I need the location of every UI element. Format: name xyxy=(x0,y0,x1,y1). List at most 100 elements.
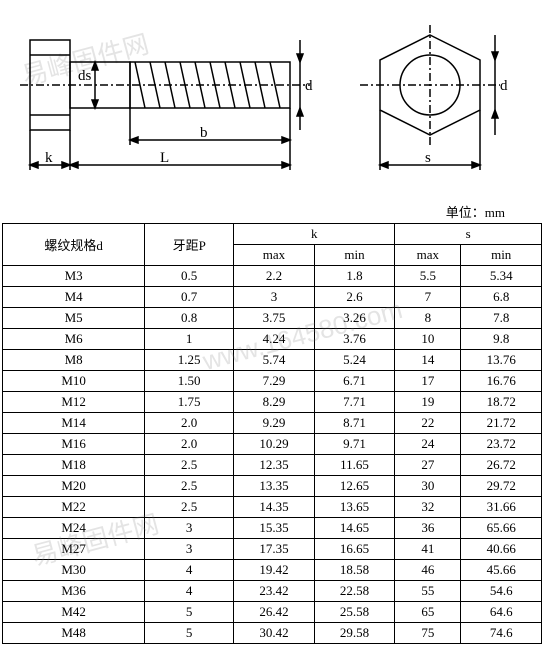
cell-smax: 30 xyxy=(395,476,461,497)
cell-p: 2.0 xyxy=(145,413,234,434)
cell-d: M24 xyxy=(3,518,145,539)
cell-d: M22 xyxy=(3,497,145,518)
cell-smax: 27 xyxy=(395,455,461,476)
cell-kmax: 7.29 xyxy=(234,371,315,392)
cell-kmax: 3.75 xyxy=(234,308,315,329)
col-s-max: max xyxy=(395,245,461,266)
cell-smax: 7 xyxy=(395,287,461,308)
cell-smin: 21.72 xyxy=(461,413,542,434)
table-row: M162.010.299.712423.72 xyxy=(3,434,542,455)
cell-kmin: 2.6 xyxy=(314,287,395,308)
label-k: k xyxy=(45,150,53,166)
cell-smax: 32 xyxy=(395,497,461,518)
cell-smax: 36 xyxy=(395,518,461,539)
label-ds: ds xyxy=(78,68,92,84)
label-b: b xyxy=(200,125,208,141)
cell-kmax: 3 xyxy=(234,287,315,308)
cell-smax: 24 xyxy=(395,434,461,455)
cell-smin: 45.66 xyxy=(461,560,542,581)
cell-smin: 40.66 xyxy=(461,539,542,560)
cell-kmax: 9.29 xyxy=(234,413,315,434)
cell-smin: 13.76 xyxy=(461,350,542,371)
cell-d: M6 xyxy=(3,329,145,350)
table-row: M202.513.3512.653029.72 xyxy=(3,476,542,497)
cell-d: M27 xyxy=(3,539,145,560)
cell-p: 1.25 xyxy=(145,350,234,371)
col-k-max: max xyxy=(234,245,315,266)
cell-smin: 26.72 xyxy=(461,455,542,476)
cell-smax: 17 xyxy=(395,371,461,392)
cell-smin: 9.8 xyxy=(461,329,542,350)
cell-smax: 55 xyxy=(395,581,461,602)
cell-p: 4 xyxy=(145,581,234,602)
cell-smin: 18.72 xyxy=(461,392,542,413)
cell-smin: 23.72 xyxy=(461,434,542,455)
cell-smax: 46 xyxy=(395,560,461,581)
cell-kmax: 26.42 xyxy=(234,602,315,623)
cell-d: M3 xyxy=(3,266,145,287)
table-row: M36423.4222.585554.6 xyxy=(3,581,542,602)
cell-d: M42 xyxy=(3,602,145,623)
table-row: M40.732.676.8 xyxy=(3,287,542,308)
cell-p: 0.8 xyxy=(145,308,234,329)
cell-p: 0.7 xyxy=(145,287,234,308)
cell-kmax: 8.29 xyxy=(234,392,315,413)
cell-kmin: 1.8 xyxy=(314,266,395,287)
cell-kmin: 13.65 xyxy=(314,497,395,518)
cell-d: M12 xyxy=(3,392,145,413)
cell-kmin: 16.65 xyxy=(314,539,395,560)
cell-kmax: 5.74 xyxy=(234,350,315,371)
cell-smax: 14 xyxy=(395,350,461,371)
table-row: M30419.4218.584645.66 xyxy=(3,560,542,581)
table-row: M182.512.3511.652726.72 xyxy=(3,455,542,476)
cell-p: 1.50 xyxy=(145,371,234,392)
cell-p: 3 xyxy=(145,539,234,560)
cell-kmin: 9.71 xyxy=(314,434,395,455)
col-k: k xyxy=(234,224,395,245)
table-row: M27317.3516.654140.66 xyxy=(3,539,542,560)
unit-label: 单位：mm xyxy=(0,200,545,223)
cell-kmin: 29.58 xyxy=(314,623,395,644)
cell-smax: 41 xyxy=(395,539,461,560)
cell-kmax: 2.2 xyxy=(234,266,315,287)
table-row: M222.514.3513.653231.66 xyxy=(3,497,542,518)
col-s-min: min xyxy=(461,245,542,266)
cell-kmax: 13.35 xyxy=(234,476,315,497)
cell-kmax: 17.35 xyxy=(234,539,315,560)
table-row: M81.255.745.241413.76 xyxy=(3,350,542,371)
cell-p: 2.0 xyxy=(145,434,234,455)
table-row: M48530.4229.587574.6 xyxy=(3,623,542,644)
cell-p: 1.75 xyxy=(145,392,234,413)
cell-d: M48 xyxy=(3,623,145,644)
cell-smin: 5.34 xyxy=(461,266,542,287)
cell-smin: 54.6 xyxy=(461,581,542,602)
cell-kmin: 18.58 xyxy=(314,560,395,581)
table-row: M121.758.297.711918.72 xyxy=(3,392,542,413)
cell-kmin: 3.26 xyxy=(314,308,395,329)
cell-kmax: 30.42 xyxy=(234,623,315,644)
cell-p: 1 xyxy=(145,329,234,350)
label-d2: d xyxy=(500,78,508,94)
cell-smin: 29.72 xyxy=(461,476,542,497)
cell-d: M10 xyxy=(3,371,145,392)
cell-p: 3 xyxy=(145,518,234,539)
table-row: M42526.4225.586564.6 xyxy=(3,602,542,623)
label-s: s xyxy=(425,150,431,166)
cell-d: M8 xyxy=(3,350,145,371)
label-d: d xyxy=(305,78,313,94)
cell-kmin: 6.71 xyxy=(314,371,395,392)
cell-d: M36 xyxy=(3,581,145,602)
cell-d: M4 xyxy=(3,287,145,308)
cell-d: M16 xyxy=(3,434,145,455)
cell-smax: 10 xyxy=(395,329,461,350)
cell-p: 2.5 xyxy=(145,455,234,476)
cell-kmax: 10.29 xyxy=(234,434,315,455)
cell-kmax: 19.42 xyxy=(234,560,315,581)
cell-kmin: 12.65 xyxy=(314,476,395,497)
cell-smin: 31.66 xyxy=(461,497,542,518)
table-row: M50.83.753.2687.8 xyxy=(3,308,542,329)
cell-kmax: 4.24 xyxy=(234,329,315,350)
col-k-min: min xyxy=(314,245,395,266)
cell-kmin: 5.24 xyxy=(314,350,395,371)
cell-smin: 6.8 xyxy=(461,287,542,308)
